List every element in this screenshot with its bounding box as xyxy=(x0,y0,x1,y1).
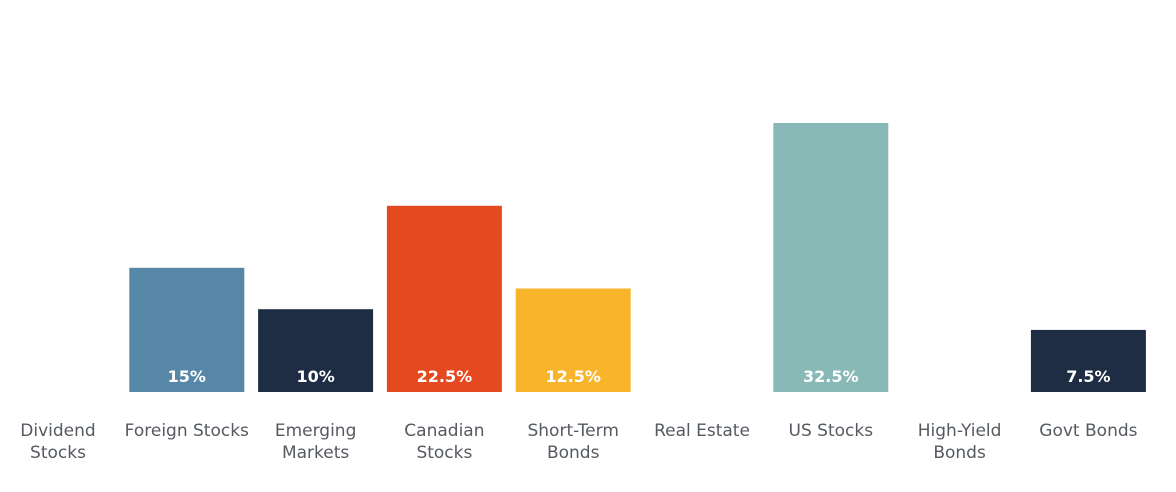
category-label-us-stocks: US Stocks xyxy=(789,421,874,441)
category-label-foreign-stocks: Foreign Stocks xyxy=(125,421,249,441)
category-label-real-estate: Real Estate xyxy=(654,421,750,441)
bar-us-stocks xyxy=(773,123,889,392)
bar-value-label-emerging-markets: 10% xyxy=(296,367,334,386)
category-label-emerging-markets: Emerging Markets xyxy=(275,421,357,463)
category-label-line: Bonds xyxy=(547,443,600,463)
category-label-line: Canadian xyxy=(404,421,484,441)
category-label-line: Short-Term xyxy=(527,421,618,441)
bar-value-label-short-term-bonds: 12.5% xyxy=(545,367,601,386)
bar-value-label-govt-bonds: 7.5% xyxy=(1066,367,1110,386)
category-label-govt-bonds: Govt Bonds xyxy=(1039,421,1137,441)
category-label-line: Stocks xyxy=(416,443,472,463)
category-label-dividend-stocks: Dividend Stocks xyxy=(20,421,95,463)
bar-value-label-foreign-stocks: 15% xyxy=(168,367,206,386)
category-label-line: Emerging xyxy=(275,421,357,441)
bar-value-label-canadian-stocks: 22.5% xyxy=(417,367,473,386)
category-label-line: Markets xyxy=(282,443,349,463)
bar-canadian-stocks xyxy=(386,205,502,392)
category-label-line: Dividend xyxy=(20,421,95,441)
category-label-canadian-stocks: Canadian Stocks xyxy=(404,421,484,463)
category-label-line: Bonds xyxy=(933,443,986,463)
bar-foreign-stocks xyxy=(129,267,245,392)
category-label-line: High-Yield xyxy=(918,421,1002,441)
bars-layer xyxy=(129,123,1146,392)
bar-value-label-us-stocks: 32.5% xyxy=(803,367,859,386)
category-label-line: Govt Bonds xyxy=(1039,421,1137,441)
value-labels-layer: 15% 10% 22.5% 12.5% 32.5% 7.5% xyxy=(168,367,1111,386)
bar-short-term-bonds xyxy=(515,288,631,392)
bar-govt-bonds xyxy=(1030,329,1146,392)
category-label-line: US Stocks xyxy=(789,421,874,441)
bar-emerging-markets xyxy=(258,309,374,392)
category-label-line: Stocks xyxy=(30,443,86,463)
category-label-line: Real Estate xyxy=(654,421,750,441)
category-label-short-term-bonds: Short-Term Bonds xyxy=(527,421,618,463)
category-label-line: Foreign Stocks xyxy=(125,421,249,441)
category-label-high-yield-bonds: High-Yield Bonds xyxy=(918,421,1002,463)
